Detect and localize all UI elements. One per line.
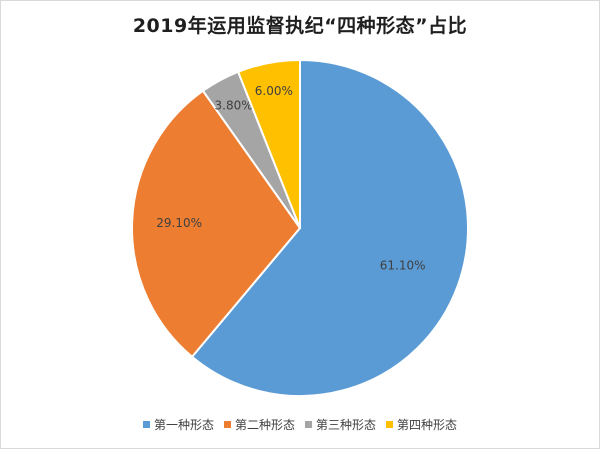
- legend-label: 第一种形态: [153, 418, 214, 432]
- legend: 第一种形态 第二种形态 第三种形态 第四种形态: [1, 416, 599, 433]
- chart-title: 2019年运用监督执纪“四种形态”占比: [132, 15, 468, 37]
- legend-item-first: 第一种形态: [142, 416, 214, 433]
- legend-swatch: [305, 421, 312, 428]
- legend-label: 第二种形态: [234, 418, 295, 432]
- legend-item-fourth: 第四种形态: [386, 416, 457, 433]
- legend-item-second: 第二种形态: [223, 416, 295, 433]
- pie-slice-first: [190, 58, 469, 397]
- pie-slice-second: [131, 89, 302, 359]
- legend-swatch: [142, 421, 150, 428]
- legend-label: 第三种形态: [316, 418, 377, 432]
- data-label-second: 29.10%: [156, 216, 202, 230]
- legend-item-third: 第三种形态: [305, 416, 376, 433]
- legend-swatch: [386, 421, 394, 428]
- data-label-fourth: 6.00%: [255, 84, 293, 98]
- legend-swatch: [223, 421, 231, 428]
- pie-slice-fourth: [236, 58, 301, 229]
- data-label-first: 61.10%: [380, 258, 426, 272]
- legend-label: 第四种形态: [397, 418, 458, 432]
- data-label-third: 3.80%: [215, 98, 253, 112]
